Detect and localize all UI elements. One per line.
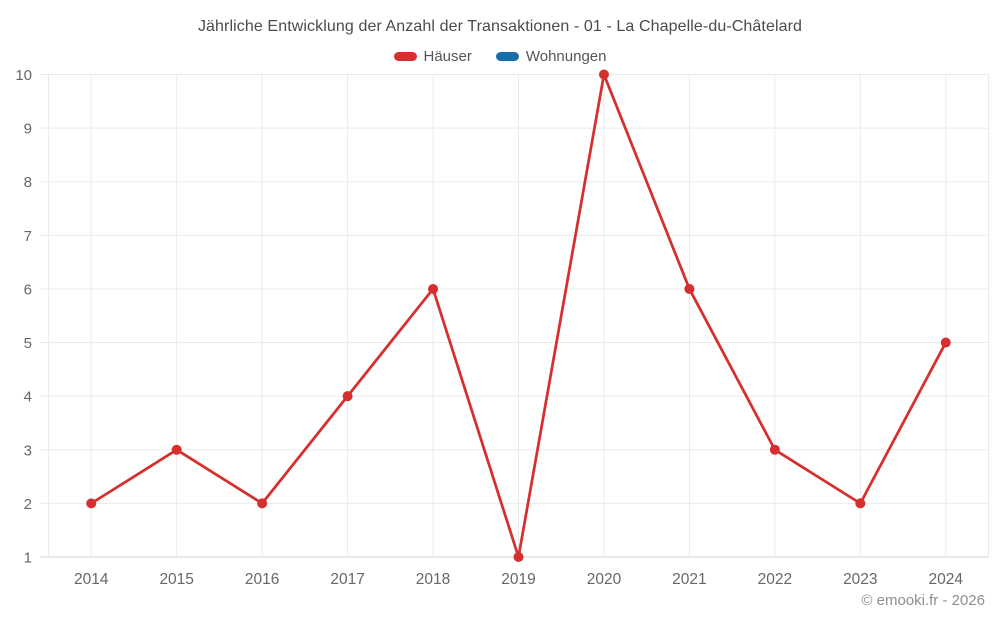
x-tick-label: 2021 <box>672 571 706 588</box>
y-tick-label: 1 <box>24 550 32 567</box>
x-tick-label: 2014 <box>74 571 109 588</box>
x-tick-label: 2019 <box>501 571 535 588</box>
y-tick-label: 8 <box>24 174 32 191</box>
legend-item-wohnungen[interactable]: Wohnungen <box>495 47 607 65</box>
x-tick-label: 2024 <box>929 571 964 588</box>
data-point-h-user-2016[interactable] <box>257 498 268 509</box>
x-tick-label: 2017 <box>330 571 364 588</box>
copyright-footer: © emooki.fr - 2026 <box>861 592 985 609</box>
x-tick-label: 2022 <box>758 571 792 588</box>
data-point-h-user-2017[interactable] <box>342 391 353 402</box>
hauser-legend-label: Häuser <box>423 47 472 65</box>
data-point-h-user-2019[interactable] <box>513 552 524 562</box>
data-point-h-user-2024[interactable] <box>940 337 951 348</box>
x-tick-label: 2016 <box>245 571 279 588</box>
x-tick-label: 2023 <box>843 571 877 588</box>
y-tick-label: 10 <box>15 67 32 84</box>
x-tick-label: 2015 <box>159 571 193 588</box>
hauser-legend-swatch-icon <box>393 51 417 61</box>
wohnungen-legend-label: Wohnungen <box>525 47 607 65</box>
y-tick-label: 6 <box>24 281 32 298</box>
data-point-h-user-2014[interactable] <box>86 498 97 509</box>
y-tick-label: 7 <box>24 228 32 245</box>
y-tick-label: 3 <box>24 442 32 459</box>
y-tick-label: 4 <box>24 389 32 406</box>
wohnungen-legend-swatch-icon <box>495 51 519 61</box>
data-point-h-user-2015[interactable] <box>171 444 182 455</box>
data-point-h-user-2023[interactable] <box>855 498 866 509</box>
data-point-h-user-2020[interactable] <box>598 69 609 80</box>
legend: Häuser Wohnungen <box>0 46 1000 66</box>
y-tick-label: 2 <box>24 496 32 513</box>
x-tick-label: 2020 <box>587 571 622 588</box>
data-point-h-user-2021[interactable] <box>684 283 695 294</box>
data-point-h-user-2022[interactable] <box>769 444 780 455</box>
y-tick-label: 5 <box>24 335 32 352</box>
x-tick-label: 2018 <box>416 571 450 588</box>
legend-item-hauser[interactable]: Häuser <box>393 47 472 65</box>
data-point-h-user-2018[interactable] <box>428 283 439 294</box>
y-tick-label: 9 <box>24 121 32 138</box>
chart-title: Jährliche Entwicklung der Anzahl der Tra… <box>197 18 803 35</box>
